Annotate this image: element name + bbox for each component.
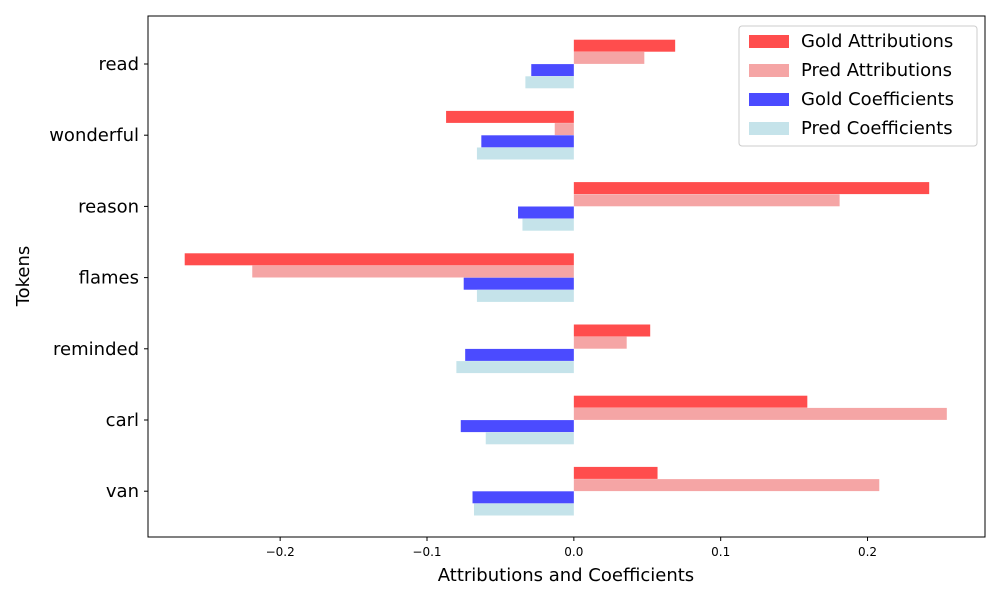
legend-label-gold-coefficients: Gold Coefficients	[801, 89, 954, 110]
bar-flames-gold-coefficients	[463, 277, 574, 290]
y-tick-label-wonderful: wonderful	[49, 125, 139, 146]
bar-carl-pred-attributions	[573, 407, 947, 420]
bar-wonderful-gold-coefficients	[481, 135, 574, 148]
y-axis-label: Tokens	[13, 246, 34, 308]
x-tick-label: −0.1	[412, 545, 441, 559]
x-tick-label: 0.2	[858, 545, 877, 559]
bar-wonderful-pred-coefficients	[476, 147, 574, 160]
y-axis-ticks: read wonderful reason flames reminded carl van	[49, 54, 148, 502]
y-tick-label-flames: flames	[79, 268, 139, 289]
x-tick-label: 0.1	[711, 545, 730, 559]
bar-van-pred-attributions	[573, 479, 880, 492]
bar-carl-gold-coefficients	[460, 420, 574, 433]
y-tick-label-read: read	[98, 54, 139, 75]
legend-label-pred-attributions: Pred Attributions	[801, 60, 952, 81]
bar-carl-pred-coefficients	[485, 432, 574, 445]
bar-reminded-pred-attributions	[573, 336, 627, 349]
y-tick-label-reminded: reminded	[53, 339, 139, 360]
y-tick-label-van: van	[106, 481, 139, 502]
bar-reason-pred-attributions	[573, 194, 840, 207]
bar-reason-gold-attributions	[573, 182, 930, 195]
x-tick-label: −0.2	[266, 545, 295, 559]
bar-read-gold-attributions	[573, 39, 676, 52]
bar-reminded-gold-attributions	[573, 324, 651, 337]
legend-swatch-pred-coefficients	[749, 122, 789, 135]
y-tick-label-reason: reason	[78, 196, 139, 217]
x-axis-ticks: −0.2 −0.1 0.0 0.1 0.2	[266, 537, 877, 559]
legend-label-pred-coefficients: Pred Coefficients	[801, 118, 953, 139]
bar-read-pred-attributions	[573, 51, 645, 64]
bar-wonderful-gold-attributions	[446, 110, 574, 123]
bar-flames-gold-attributions	[184, 253, 574, 266]
legend-swatch-gold-coefficients	[749, 93, 789, 106]
bar-flames-pred-attributions	[252, 265, 574, 278]
bar-reason-gold-coefficients	[518, 206, 574, 219]
bar-read-pred-coefficients	[525, 76, 574, 89]
legend-swatch-pred-attributions	[749, 64, 789, 77]
bar-flames-pred-coefficients	[476, 289, 574, 302]
legend-box	[738, 25, 978, 147]
bars-layer	[184, 39, 947, 516]
bar-van-pred-coefficients	[473, 503, 574, 516]
y-tick-label-carl: carl	[106, 410, 139, 431]
legend-swatch-gold-attributions	[749, 35, 789, 48]
bar-reminded-pred-coefficients	[456, 361, 574, 374]
bar-van-gold-attributions	[573, 466, 658, 479]
x-tick-label: 0.0	[564, 545, 583, 559]
bar-van-gold-coefficients	[472, 491, 574, 504]
bar-read-gold-coefficients	[531, 64, 574, 77]
bar-reason-pred-coefficients	[522, 218, 574, 231]
plot-frame	[147, 15, 986, 538]
legend-label-gold-attributions: Gold Attributions	[801, 31, 953, 52]
legend: Gold Attributions Pred Attributions Gold C…	[738, 25, 978, 147]
bar-wonderful-pred-attributions	[554, 123, 574, 136]
bar-reminded-gold-coefficients	[465, 348, 574, 361]
x-axis-label: Attributions and Coefficients	[438, 565, 694, 586]
bar-carl-gold-attributions	[573, 395, 808, 408]
